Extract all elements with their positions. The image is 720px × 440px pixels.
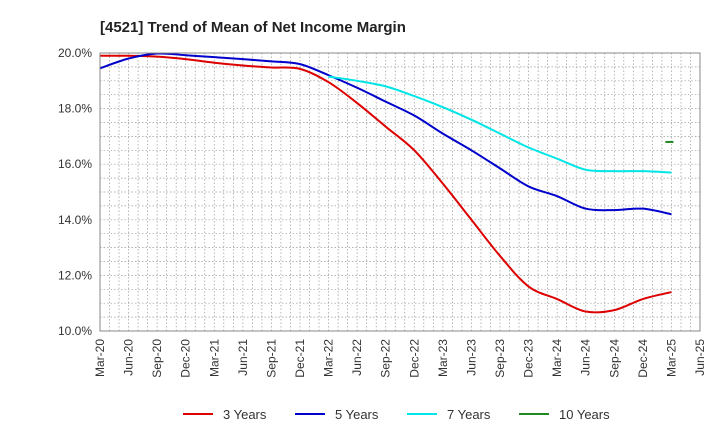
series-layer: [99, 52, 674, 314]
series-5-years-line: [99, 52, 672, 216]
plot-area: [100, 53, 700, 331]
x-tick-label: Mar-23: [436, 339, 450, 377]
x-tick-label: Jun-23: [464, 339, 478, 376]
y-tick-label: 14.0%: [58, 213, 92, 227]
x-tick-label: Jun-22: [350, 339, 364, 376]
legend-label-5-years: 5 Years: [335, 407, 379, 422]
series-3-years-line: [99, 54, 672, 314]
legend-label-7-years: 7 Years: [447, 407, 491, 422]
x-tick-label: Mar-20: [93, 339, 107, 377]
y-tick-label: 12.0%: [58, 268, 92, 282]
y-tick-label: 10.0%: [58, 324, 92, 338]
plot-frame: [99, 52, 701, 332]
x-tick-label: Sep-24: [607, 339, 621, 378]
x-tick-label: Sep-23: [493, 339, 507, 378]
x-tick-label: Jun-21: [236, 339, 250, 376]
legend-label-10-years: 10 Years: [559, 407, 610, 422]
x-tick-label: Sep-20: [150, 339, 164, 378]
x-tick-label: Mar-21: [207, 339, 221, 377]
x-tick-label: Jun-24: [579, 339, 593, 376]
x-tick-label: Dec-21: [293, 339, 307, 378]
x-tick-label: Jun-25: [693, 339, 707, 376]
y-tick-label: 18.0%: [58, 102, 92, 116]
y-tick-label: 20.0%: [58, 46, 92, 60]
x-tick-label: Dec-23: [522, 339, 536, 378]
x-tick-label: Mar-24: [550, 339, 564, 377]
x-tick-label: Sep-21: [264, 339, 278, 378]
y-tick-label: 16.0%: [58, 157, 92, 171]
x-tick-label: Dec-24: [636, 339, 650, 378]
x-tick-label: Sep-22: [379, 339, 393, 378]
x-tick-label: Dec-20: [179, 339, 193, 378]
chart-title: [4521] Trend of Mean of Net Income Margi…: [100, 19, 406, 36]
legend: 3 Years 5 Years 7 Years 10 Years: [183, 407, 610, 422]
x-tick-label: Dec-22: [407, 339, 421, 378]
x-tick-label: Mar-25: [664, 339, 678, 377]
x-tick-label: Mar-22: [322, 339, 336, 377]
series-7-years-line: [328, 75, 672, 174]
x-tick-label: Jun-20: [122, 339, 136, 376]
legend-label-3-years: 3 Years: [223, 407, 267, 422]
x-axis: Mar-20 Jun-20 Sep-20 Dec-20 Mar-21 Jun-21 Sep-…: [93, 339, 707, 378]
y-axis: 10.0% 12.0% 14.0% 16.0% 18.0% 20.0%: [58, 46, 92, 338]
